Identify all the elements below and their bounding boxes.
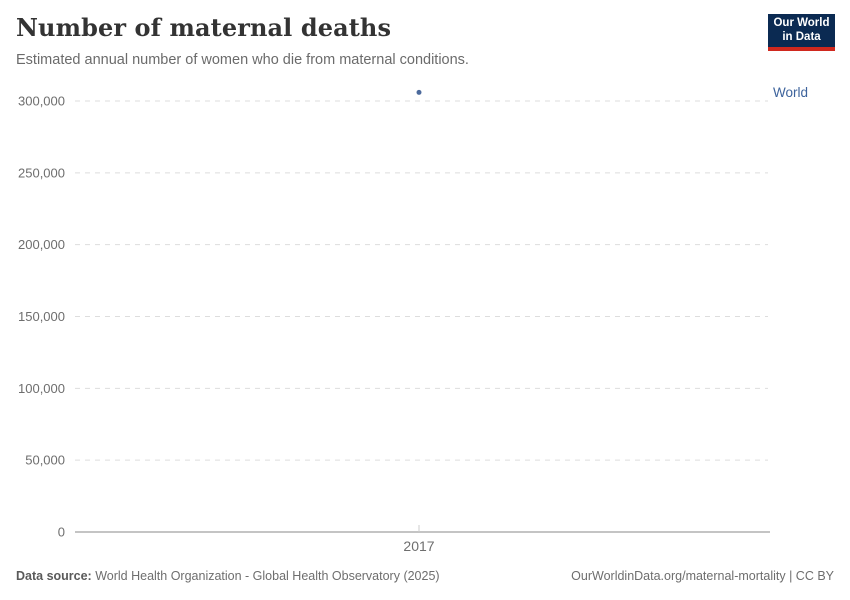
- data-source-text: World Health Organization - Global Healt…: [91, 569, 440, 583]
- page-title: Number of maternal deaths: [16, 13, 392, 42]
- data-point-world[interactable]: [416, 89, 422, 95]
- y-tick-label: 50,000: [25, 453, 65, 468]
- series-label-world[interactable]: World: [773, 85, 809, 100]
- footer-license: OurWorldinData.org/maternal-mortality | …: [571, 569, 834, 583]
- owid-logo-line2: in Data: [782, 30, 821, 43]
- chart-subtitle: Estimated annual number of women who die…: [16, 52, 469, 68]
- y-tick-label: 100,000: [18, 381, 65, 396]
- y-tick-label: 250,000: [18, 165, 65, 180]
- owid-logo[interactable]: Our World in Data: [768, 14, 835, 51]
- owid-logo-line1: Our World: [773, 16, 830, 29]
- data-source-label: Data source:: [16, 569, 92, 583]
- x-tick-label: 2017: [403, 538, 434, 554]
- y-tick-label: 200,000: [18, 237, 65, 252]
- chart-footer: Data source: World Health Organization -…: [16, 569, 834, 583]
- data-source: Data source: World Health Organization -…: [16, 569, 440, 583]
- y-tick-label: 0: [58, 525, 65, 540]
- y-tick-label: 150,000: [18, 309, 65, 324]
- y-tick-label: 300,000: [18, 94, 65, 109]
